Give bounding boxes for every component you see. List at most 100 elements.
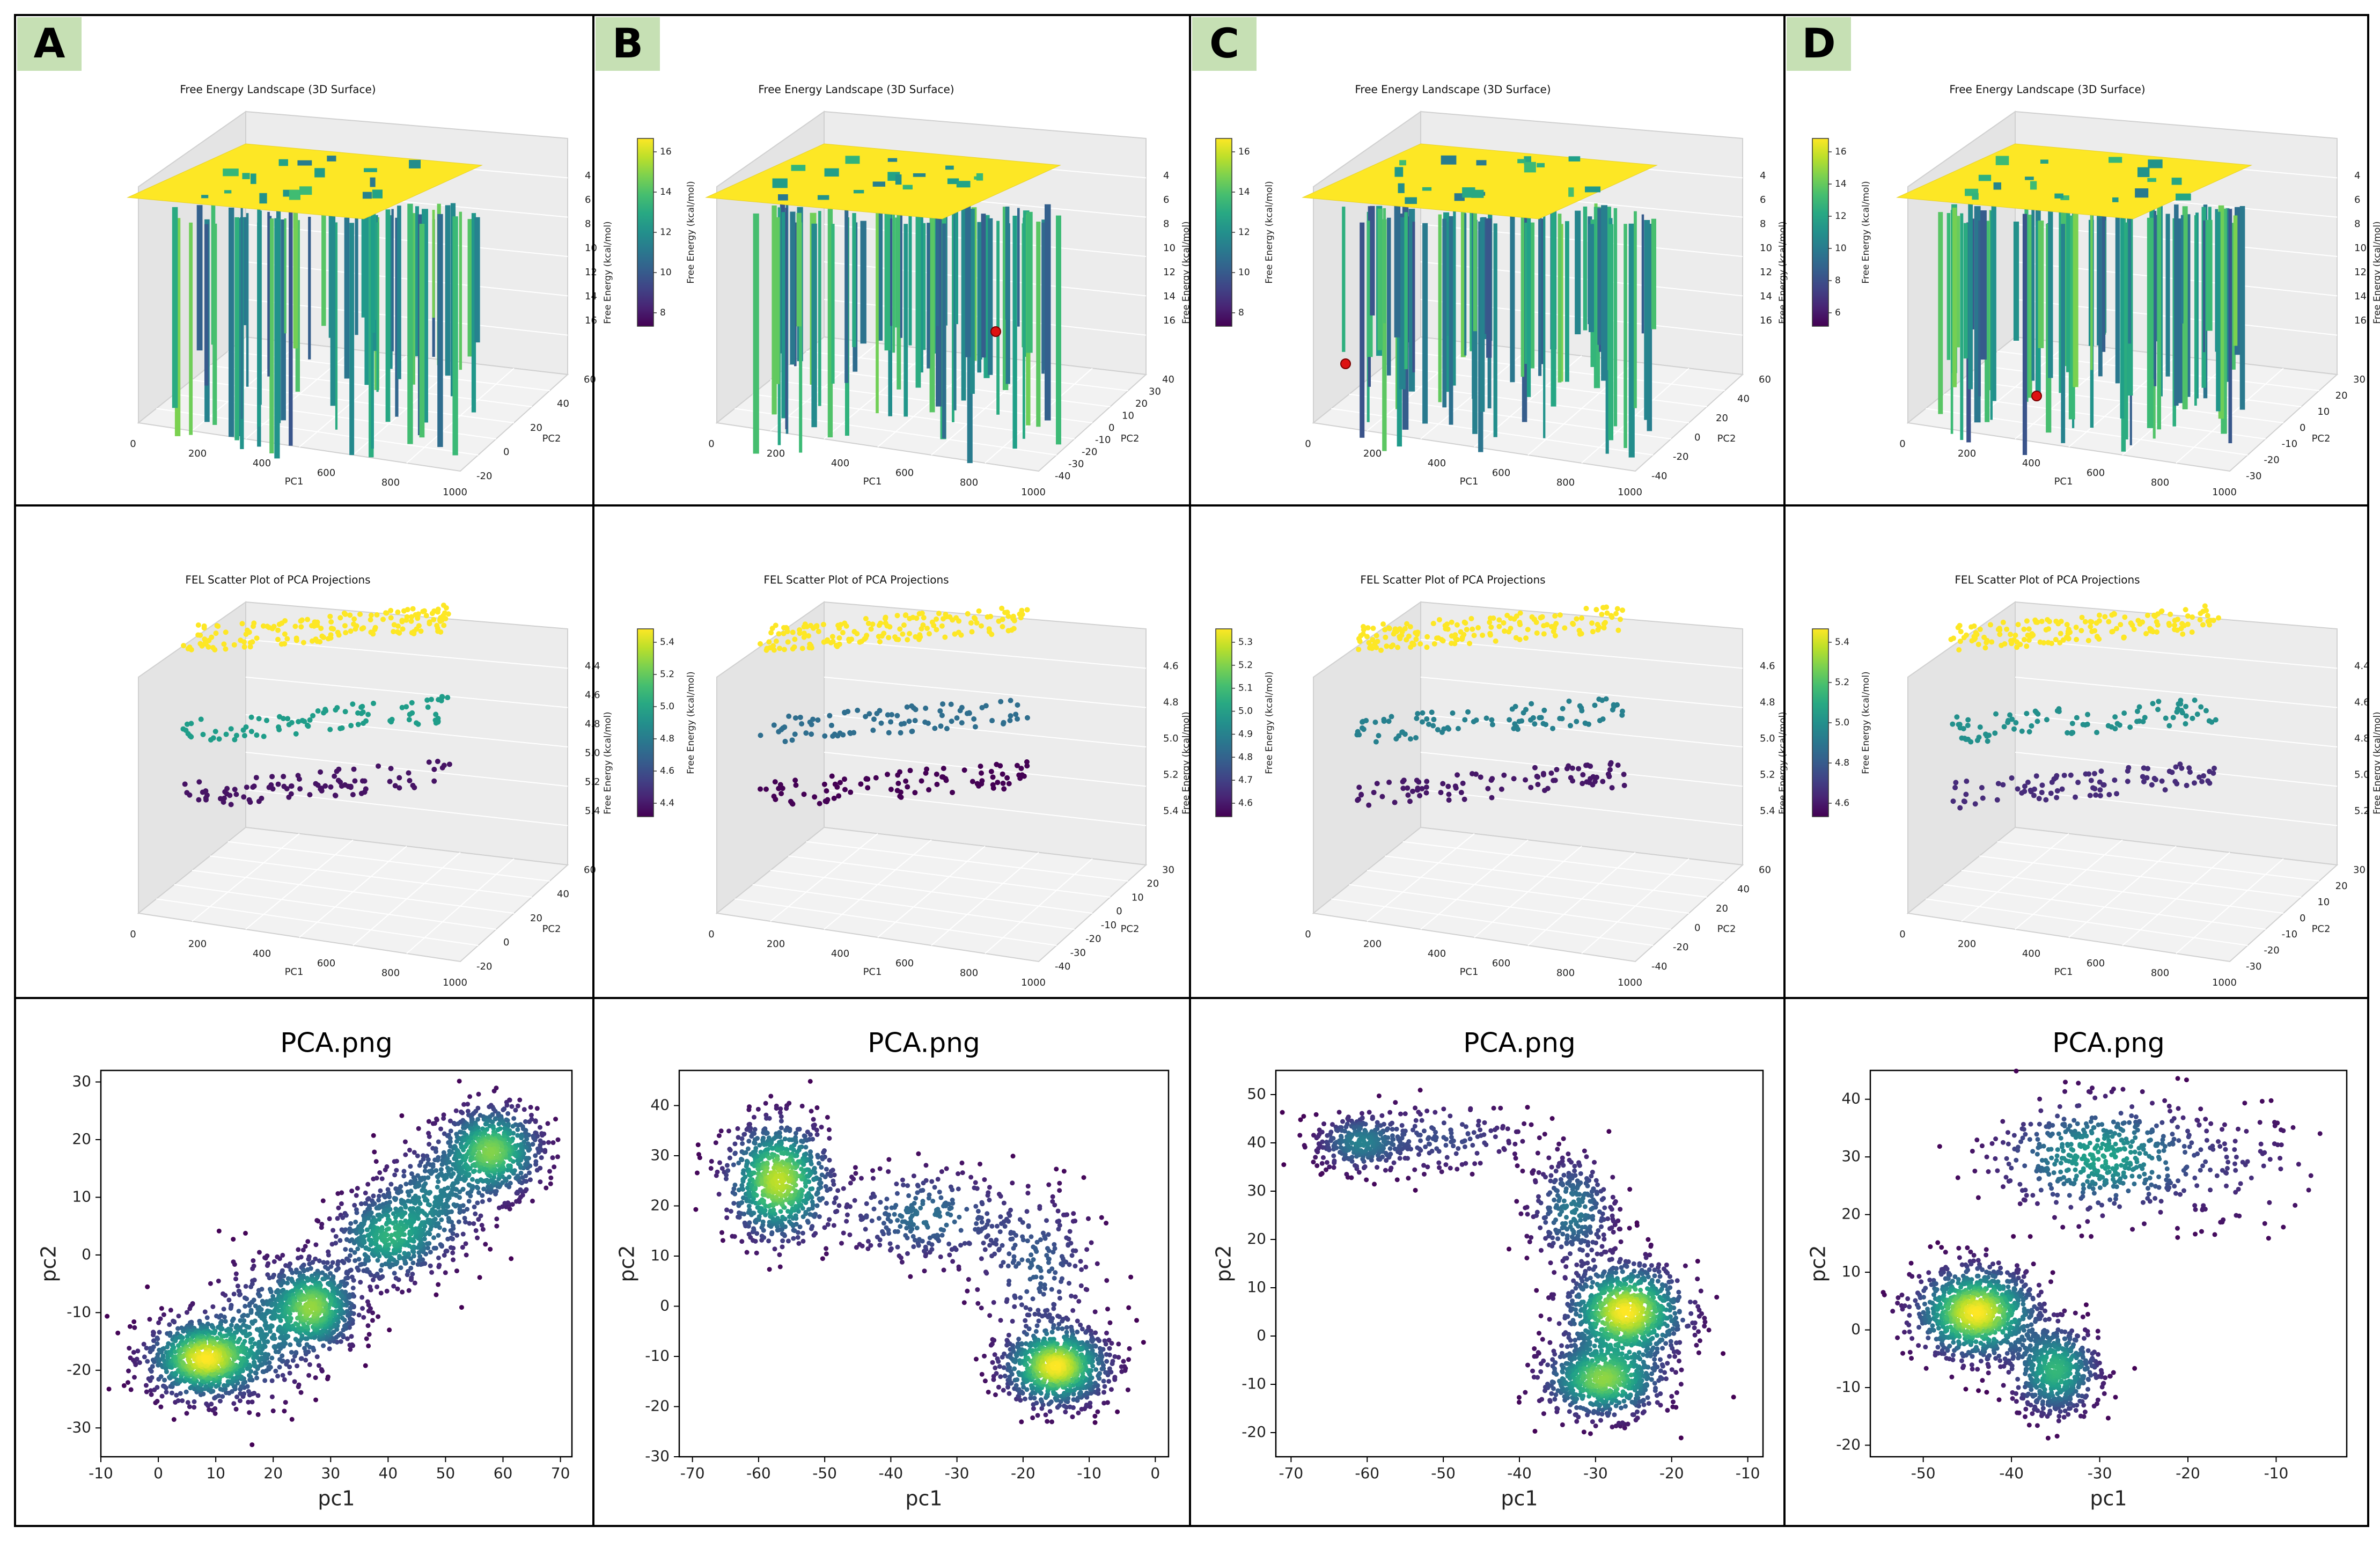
data-point	[427, 1142, 432, 1147]
surface-spike	[1583, 206, 1588, 331]
data-point	[435, 1184, 440, 1190]
z-tick-label: 8	[1760, 218, 1766, 230]
scatter3d-point	[1445, 783, 1451, 789]
scatter3d-point	[2168, 611, 2173, 617]
scatter3d-point	[1589, 620, 1595, 626]
data-point	[373, 1219, 378, 1224]
data-point	[313, 1242, 319, 1248]
scatter3d-point	[292, 623, 298, 629]
gridline	[1420, 789, 1743, 826]
surface-spike	[1974, 206, 1981, 423]
scatter3d-point	[1480, 632, 1486, 638]
scatter3d-point	[2192, 697, 2198, 703]
data-point	[506, 1163, 511, 1169]
data-point	[442, 1227, 447, 1232]
data-point	[415, 1153, 420, 1158]
surface-hole	[1441, 155, 1457, 165]
data-point	[192, 1405, 197, 1410]
scatter3d-point	[934, 616, 939, 622]
scatter3d-point	[1015, 716, 1020, 722]
surface-spike	[2180, 215, 2184, 324]
data-point	[256, 1250, 262, 1255]
data-point	[370, 1310, 376, 1316]
scatter3d-point	[414, 720, 420, 726]
scatter3d-point	[1386, 718, 1392, 724]
scatter3d-point	[1977, 724, 1983, 730]
scatter3d-point	[2054, 788, 2060, 794]
scatter3d-point	[2185, 613, 2191, 619]
data-point	[288, 1316, 293, 1321]
surface-spike	[452, 216, 458, 456]
y-tick-label: 20	[1147, 878, 1159, 890]
surface-spike	[1473, 206, 1477, 332]
data-point	[220, 1394, 225, 1399]
x-tick-label: 800	[381, 967, 400, 979]
data-point	[273, 1368, 278, 1374]
y-tick-label: 0	[2300, 422, 2305, 434]
surface-spike	[189, 222, 193, 435]
z-tick-label: 8	[1163, 218, 1169, 230]
data-point	[151, 1344, 156, 1349]
scatter3d-point	[279, 620, 285, 626]
data-point	[553, 1117, 559, 1122]
scatter3d-point	[776, 786, 782, 791]
scatter3d-point	[1961, 635, 1967, 641]
scatter3d-point	[2015, 786, 2021, 792]
z-tick-label: 12	[2354, 267, 2367, 278]
colorbar-tick-label: 14	[1835, 179, 1847, 189]
data-point	[483, 1121, 488, 1127]
surface-hole	[817, 195, 829, 200]
scatter3d-point	[328, 632, 334, 638]
surface-spike	[2218, 205, 2224, 419]
data-point	[437, 1263, 442, 1268]
y-axis-label: PC2	[542, 923, 561, 935]
scatter3d-point	[2054, 795, 2060, 801]
data-point	[376, 1206, 381, 1211]
data-point	[543, 1185, 549, 1191]
data-point	[149, 1375, 155, 1380]
scatter3d-point	[352, 778, 358, 784]
y-tick-label: -10	[2282, 929, 2297, 940]
scatter3d-point	[2162, 787, 2168, 792]
scatter3d-point	[1434, 635, 1439, 641]
data-point	[451, 1171, 456, 1176]
scatter3d-point	[2190, 614, 2195, 620]
surface-spike	[2206, 219, 2213, 331]
scatter3d-point	[391, 629, 396, 635]
scatter3d-point	[368, 612, 374, 618]
surface-spike	[1480, 217, 1485, 412]
scatter3d-point	[938, 723, 944, 729]
colorbar-label: Free Energy (kcal/mol)	[1264, 671, 1275, 774]
data-point	[255, 1412, 261, 1417]
scatter3d-point	[780, 786, 785, 791]
scatter3d-point	[210, 735, 216, 741]
surface-spike	[2225, 208, 2230, 382]
x-tick-label: 400	[253, 458, 271, 469]
scatter3d-point	[858, 781, 864, 787]
x-tick-label: 1000	[1021, 977, 1046, 988]
scatter3d-point	[2181, 622, 2187, 628]
colorbar-tick-label: 4.6	[1238, 798, 1253, 809]
data-point	[438, 1126, 444, 1132]
surface-spike	[385, 209, 391, 422]
scatter3d-point	[877, 639, 883, 645]
surface-spike	[892, 214, 895, 353]
data-point	[250, 1266, 255, 1271]
scatter3d-point	[832, 731, 838, 737]
scatter3d-point	[1407, 798, 1413, 804]
scatter3d-point	[1534, 630, 1540, 636]
scatter3d-point	[387, 718, 393, 724]
data-point	[176, 1313, 181, 1319]
scatter3d-point	[2048, 790, 2054, 796]
scatter3d-point	[974, 781, 980, 787]
x-axis-label: PC1	[285, 966, 304, 978]
data-point	[511, 1116, 517, 1121]
data-point	[147, 1317, 152, 1322]
scatter3d-point	[2121, 634, 2127, 640]
y-axis-label: PC2	[542, 433, 561, 444]
colorbar-tick-label: 4.4	[660, 798, 674, 809]
colorbar-tick-label: 5.0	[660, 701, 674, 712]
surface-spike	[1956, 216, 1960, 348]
colorbar-tick-label: 16	[660, 146, 672, 157]
